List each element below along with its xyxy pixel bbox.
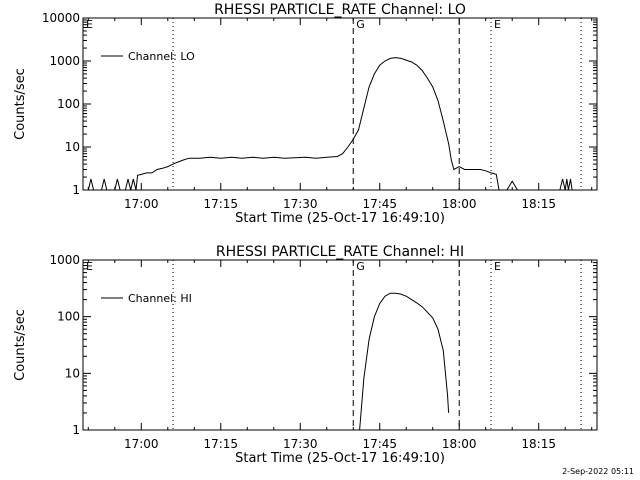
- marker-label: G: [356, 18, 365, 31]
- x-tick-label: 17:30: [283, 437, 318, 451]
- y-tick-label: 1000: [49, 54, 80, 68]
- y-tick-label: 100: [57, 97, 80, 111]
- marker-label: G: [356, 260, 365, 273]
- legend-label: Channel: LO: [128, 50, 195, 63]
- y-tick-label: 10000: [42, 11, 80, 25]
- x-axis-label: Start Time (25-Oct-17 16:49:10): [235, 451, 445, 466]
- chart-title: RHESSI PARTICLE_RATE Channel: LO: [214, 2, 466, 18]
- marker-label: E: [494, 18, 501, 31]
- x-tick-label: 18:15: [521, 437, 556, 451]
- series-line: [83, 57, 597, 191]
- y-tick-label: 1000: [49, 253, 80, 267]
- footer-timestamp: 2-Sep-2022 05:11: [562, 467, 634, 476]
- y-axis-label: Counts/sec: [13, 309, 28, 381]
- x-tick-label: 18:00: [442, 437, 477, 451]
- x-tick-label: 17:00: [124, 197, 159, 211]
- y-tick-label: 10: [65, 140, 80, 154]
- x-tick-label: 18:00: [442, 197, 477, 211]
- y-tick-label: 1: [72, 423, 80, 437]
- y-tick-label: 10: [65, 366, 80, 380]
- x-tick-label: 17:00: [124, 437, 159, 451]
- marker-label: E: [494, 260, 501, 273]
- chart-panel-1: RHESSI PARTICLE_RATE Channel: LOG E E 17:00…: [13, 2, 598, 226]
- chart-title: RHESSI PARTICLE_RATE Channel: HI: [216, 244, 464, 260]
- x-tick-label: 18:15: [521, 197, 556, 211]
- chart-panel-2: RHESSI PARTICLE_RATE Channel: HIG E E 17:00…: [13, 244, 598, 466]
- x-tick-label: 17:45: [362, 197, 397, 211]
- y-tick-label: 1: [72, 183, 80, 197]
- series-line: [359, 292, 450, 431]
- plot-frame: [82, 17, 598, 191]
- marker-label: E: [86, 260, 93, 273]
- x-tick-label: 17:30: [283, 197, 318, 211]
- x-axis-label: Start Time (25-Oct-17 16:49:10): [235, 211, 445, 226]
- y-tick-label: 100: [57, 310, 80, 324]
- x-tick-label: 17:15: [203, 197, 238, 211]
- plot-frame: [82, 259, 598, 431]
- x-tick-label: 17:15: [203, 437, 238, 451]
- y-axis-label: Counts/sec: [13, 68, 28, 140]
- legend-label: Channel: HI: [128, 292, 192, 305]
- x-tick-label: 17:45: [362, 437, 397, 451]
- marker-label: E: [86, 18, 93, 31]
